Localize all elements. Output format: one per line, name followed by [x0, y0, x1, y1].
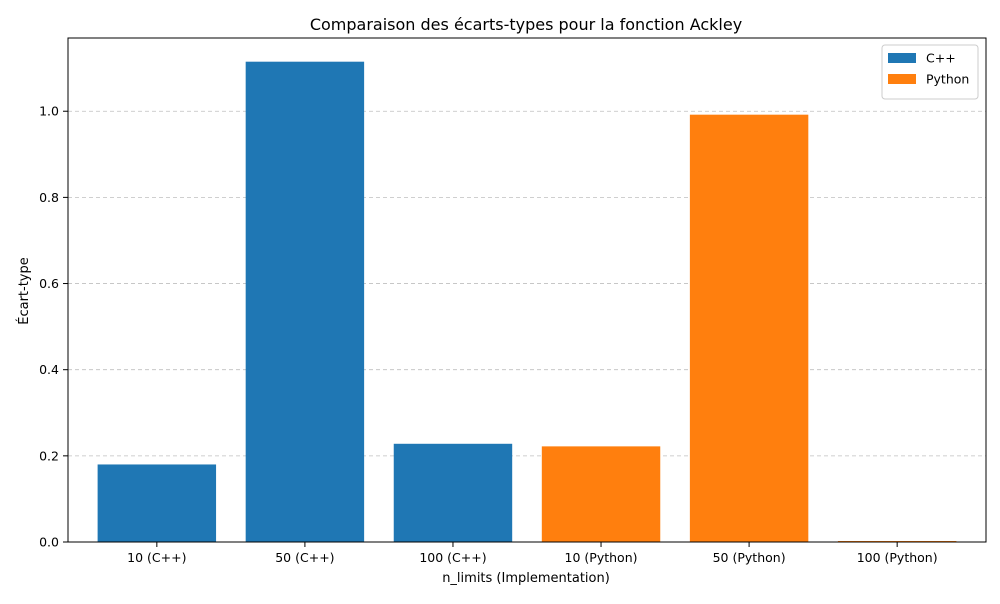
x-tick-label: 100 (C++) — [419, 550, 486, 565]
y-tick-label: 0.4 — [39, 362, 59, 377]
x-tick-label: 50 (Python) — [713, 550, 786, 565]
legend-label: Python — [926, 72, 969, 87]
y-tick-label: 0.8 — [39, 190, 59, 205]
x-tick-label: 10 (C++) — [127, 550, 186, 565]
plot-frame — [67, 37, 987, 543]
bar — [689, 114, 809, 542]
chart-title: Comparaison des écarts-types pour la fon… — [310, 15, 742, 34]
grid-lines — [68, 110, 986, 457]
y-tick-label: 0.0 — [39, 535, 59, 550]
bar — [97, 464, 217, 542]
legend: C++ Python — [881, 44, 979, 100]
bar — [541, 446, 661, 542]
x-tick-label: 10 (Python) — [565, 550, 638, 565]
bar — [393, 443, 513, 542]
y-tick-label: 0.6 — [39, 276, 59, 291]
legend-swatch — [888, 74, 916, 84]
x-tick-label: 100 (Python) — [857, 550, 938, 565]
legend-label: C++ — [926, 51, 956, 66]
bars — [97, 61, 957, 542]
legend-swatch — [888, 53, 916, 63]
y-tick-label: 1.0 — [39, 104, 59, 119]
bar — [245, 61, 365, 542]
y-tick-label: 0.2 — [39, 448, 59, 463]
x-tick-label: 50 (C++) — [275, 550, 334, 565]
x-axis-label: n_limits (Implementation) — [442, 571, 610, 586]
y-axis-label: Écart-type — [16, 257, 32, 325]
axes: 0.0 0.2 0.4 0.6 0.8 1.0 10 (C++) 50 (C++) 100 (C… — [39, 37, 987, 565]
